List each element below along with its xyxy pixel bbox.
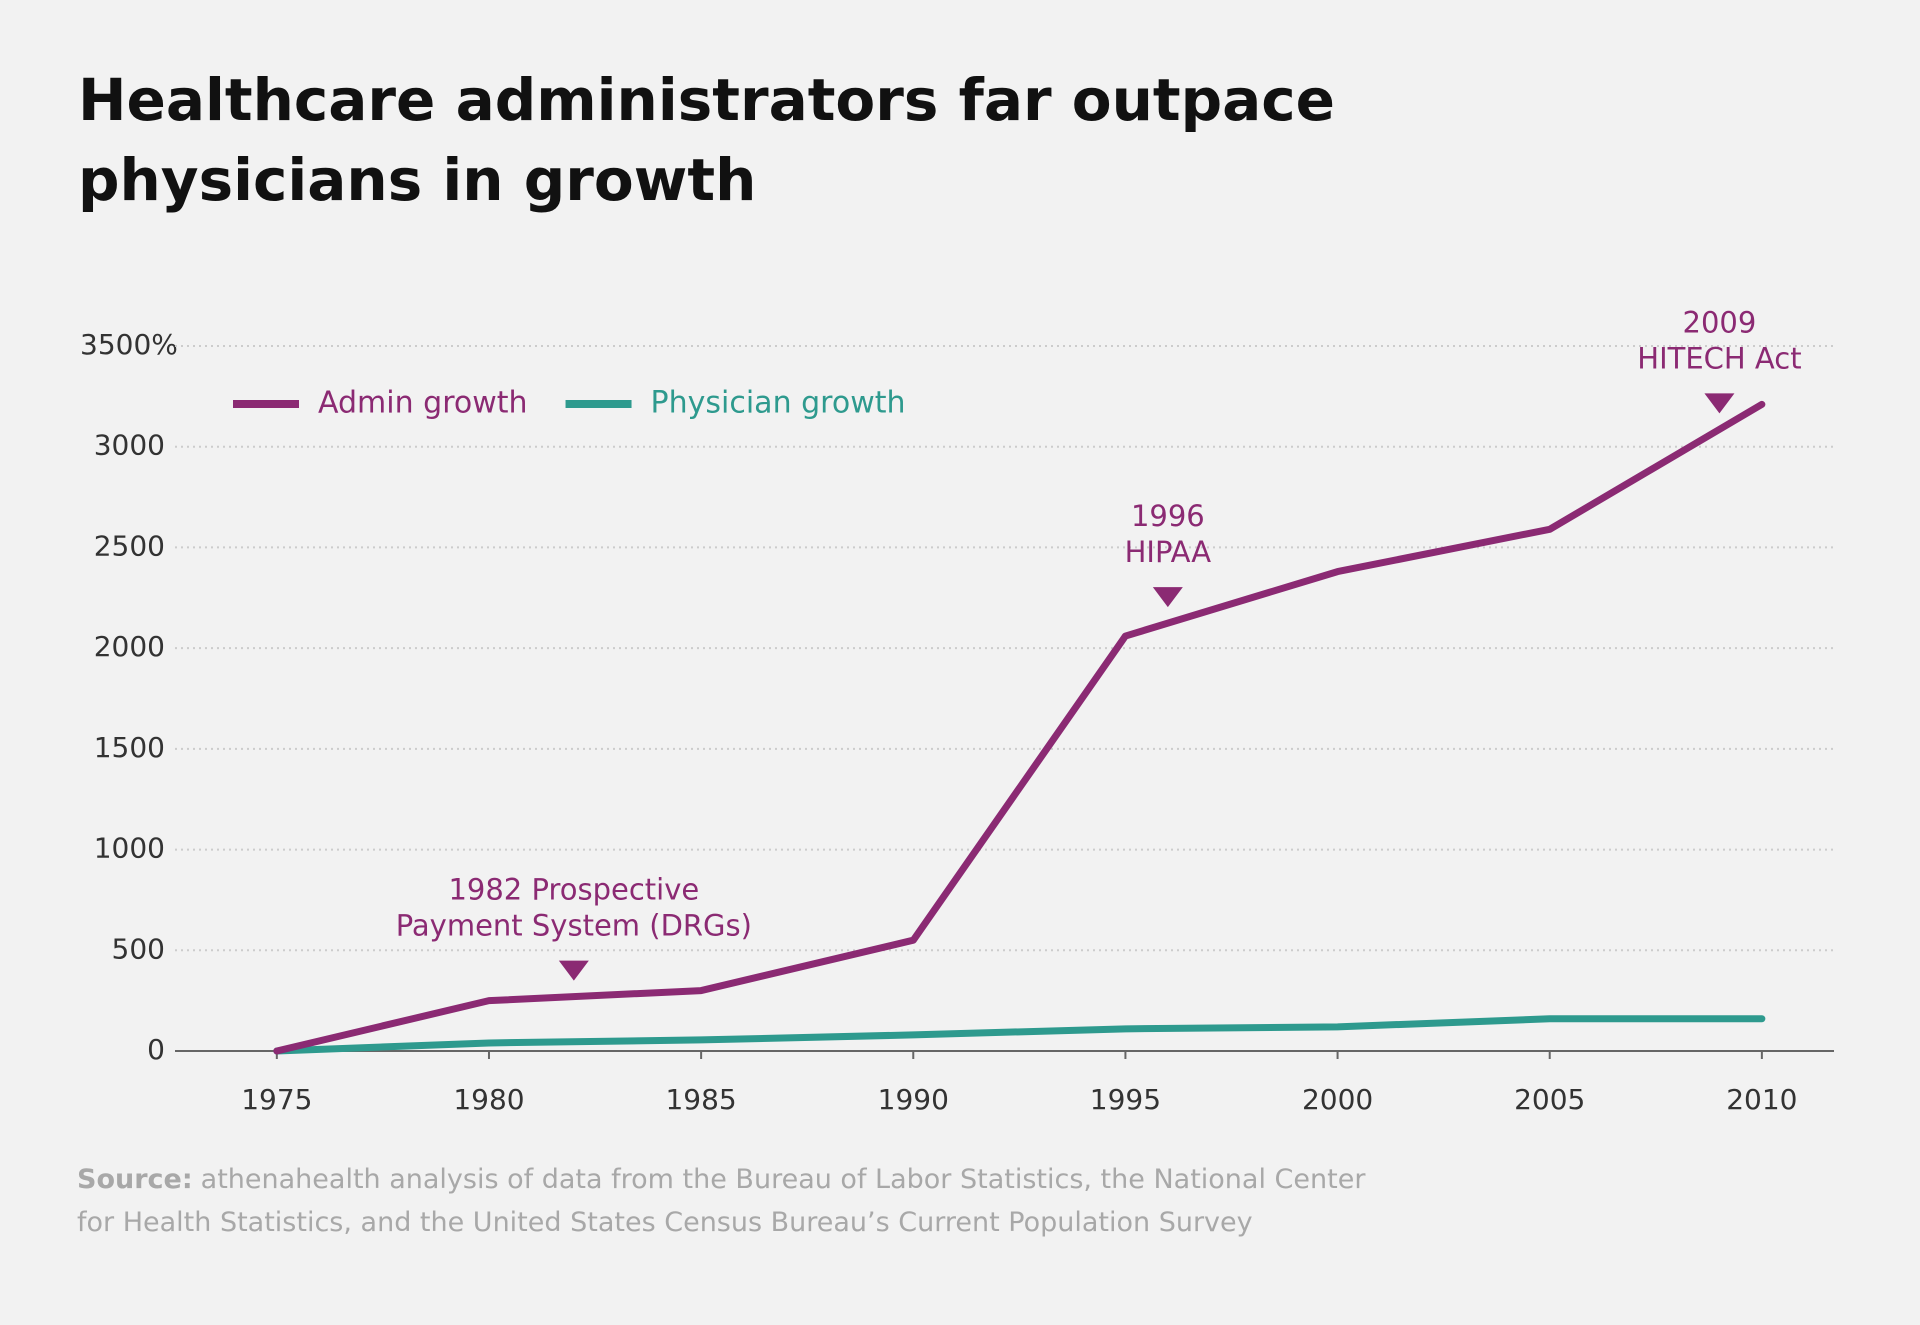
source-line: for Health Statistics, and the United St… bbox=[77, 1207, 1253, 1238]
x-tick-label: 1990 bbox=[878, 1083, 949, 1116]
x-tick-label: 2000 bbox=[1302, 1083, 1373, 1116]
source-label: Source: bbox=[77, 1164, 193, 1195]
y-tick-label: 500 bbox=[112, 932, 165, 965]
annotation-text: 1982 Prospective bbox=[448, 873, 699, 907]
annotation-arrow bbox=[1152, 587, 1183, 608]
legend-label: Physician growth bbox=[651, 386, 906, 421]
x-tick-label: 1985 bbox=[665, 1083, 736, 1116]
y-tick-label: 3500% bbox=[80, 328, 178, 361]
y-tick-label: 2500 bbox=[94, 529, 165, 562]
x-tick-label: 2005 bbox=[1514, 1083, 1585, 1116]
chart-title: Healthcare administrators far outpace bbox=[78, 66, 1335, 134]
annotation-text: HIPAA bbox=[1125, 535, 1212, 569]
source-line: athenahealth analysis of data from the B… bbox=[201, 1164, 1367, 1195]
y-tick-label: 3000 bbox=[94, 429, 165, 462]
annotation-text: Payment System (DRGs) bbox=[396, 909, 752, 943]
series-line bbox=[273, 400, 1766, 1055]
annotation-text: 1996 bbox=[1131, 499, 1205, 533]
annotation-arrow bbox=[1704, 393, 1735, 414]
annotation-text: HITECH Act bbox=[1637, 341, 1801, 375]
x-tick-label: 1975 bbox=[241, 1083, 312, 1116]
source-text: Source: athenahealth analysis of data fro… bbox=[77, 1164, 1366, 1195]
chart-title: physicians in growth bbox=[78, 146, 756, 214]
x-tick-label: 1995 bbox=[1090, 1083, 1161, 1116]
x-tick-label: 1980 bbox=[453, 1083, 524, 1116]
legend-label: Admin growth bbox=[318, 386, 528, 421]
y-tick-label: 2000 bbox=[94, 630, 165, 663]
y-tick-label: 1000 bbox=[94, 832, 165, 865]
annotation-text: 2009 bbox=[1683, 305, 1757, 339]
y-tick-label: 0 bbox=[147, 1033, 165, 1066]
x-tick-label: 2010 bbox=[1726, 1083, 1797, 1116]
source-text: for Health Statistics, and the United St… bbox=[77, 1207, 1253, 1238]
series-line bbox=[273, 1015, 1766, 1055]
y-tick-label: 1500 bbox=[94, 731, 165, 764]
annotation-arrow bbox=[558, 960, 589, 981]
